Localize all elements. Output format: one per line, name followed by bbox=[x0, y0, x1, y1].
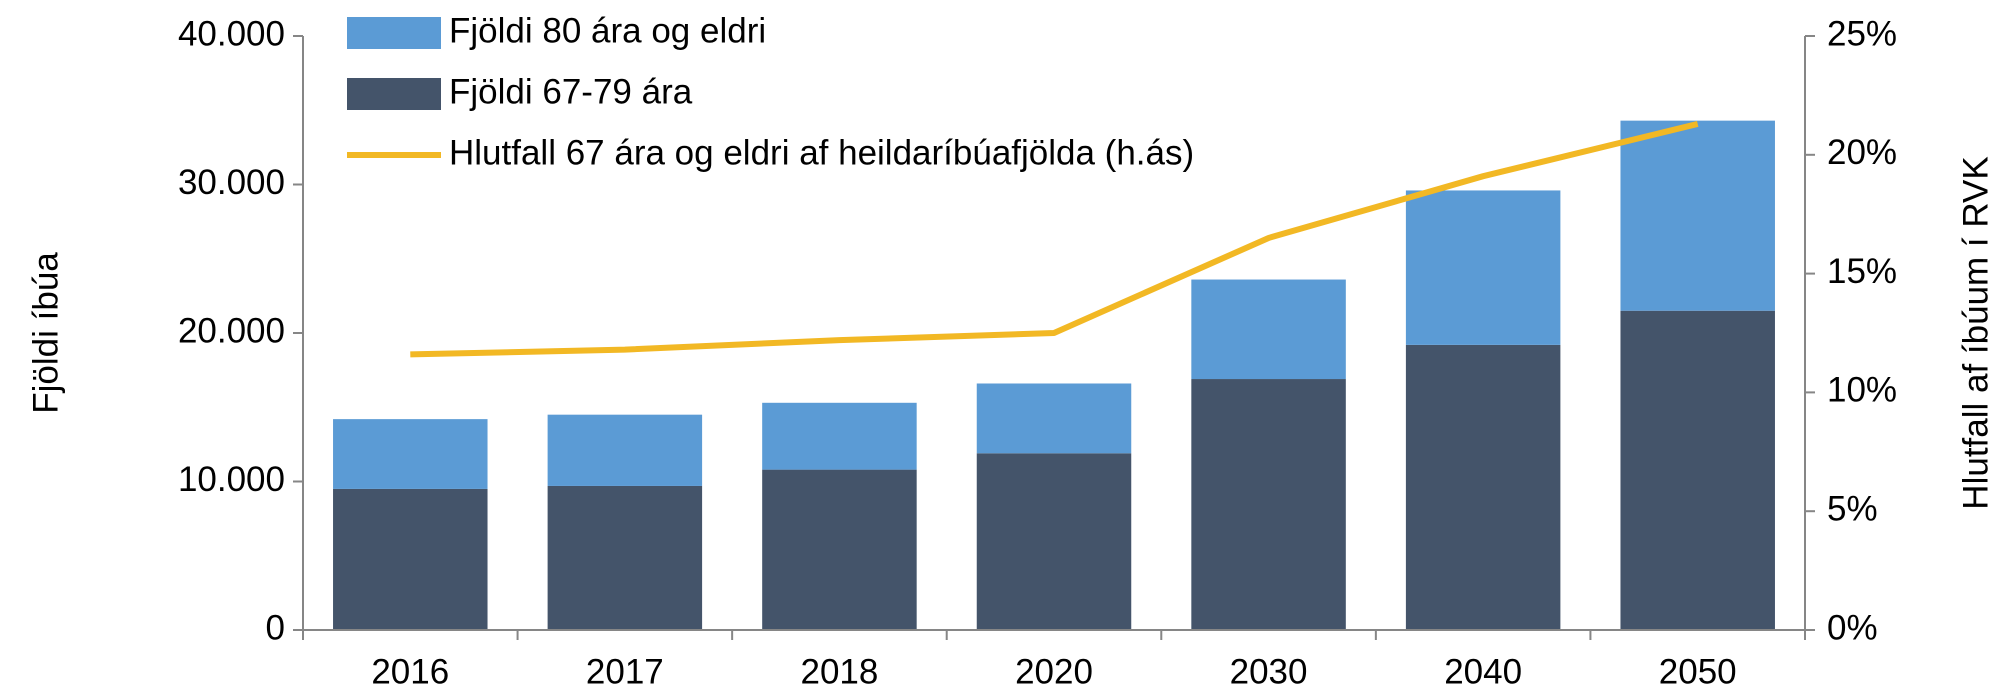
legend-label: Fjöldi 80 ára og eldri bbox=[449, 11, 766, 50]
bar bbox=[333, 488, 488, 630]
legend-label: Fjöldi 67-79 ára bbox=[449, 72, 693, 111]
bar bbox=[1191, 279, 1346, 380]
x-tick-label: 2020 bbox=[1015, 652, 1093, 691]
y2-axis-title: Hlutfall af íbúum í RVK bbox=[1956, 156, 1995, 509]
x-tick-label: 2016 bbox=[371, 652, 449, 691]
y2-tick-label: 15% bbox=[1827, 252, 1897, 291]
x-tick-label: 2018 bbox=[800, 652, 878, 691]
bar bbox=[762, 402, 917, 470]
legend-swatch bbox=[347, 78, 441, 110]
y-tick-label: 40.000 bbox=[178, 14, 285, 53]
y-tick-label: 30.000 bbox=[178, 163, 285, 202]
bar bbox=[762, 469, 917, 630]
x-tick-label: 2017 bbox=[586, 652, 664, 691]
y2-tick-label: 25% bbox=[1827, 14, 1897, 53]
y2-tick-label: 10% bbox=[1827, 371, 1897, 410]
bar bbox=[1405, 344, 1561, 630]
x-tick-label: 2030 bbox=[1230, 652, 1308, 691]
x-tick-label: 2050 bbox=[1659, 652, 1737, 691]
y-axis-title: Fjöldi íbúa bbox=[26, 252, 65, 414]
y-tick-label: 20.000 bbox=[178, 311, 285, 350]
y2-tick-label: 0% bbox=[1827, 608, 1878, 647]
bar bbox=[976, 453, 1132, 630]
bar bbox=[1405, 190, 1561, 345]
line bbox=[410, 120, 1699, 358]
bar bbox=[547, 414, 703, 486]
legend-swatch bbox=[347, 17, 441, 49]
bar bbox=[1620, 310, 1775, 630]
legend-label: Hlutfall 67 ára og eldri af heildaríbúaf… bbox=[449, 133, 1194, 172]
x-tick-label: 2040 bbox=[1444, 652, 1522, 691]
y2-tick-label: 5% bbox=[1827, 489, 1878, 528]
y2-tick-label: 20% bbox=[1827, 133, 1897, 172]
y-tick-label: 10.000 bbox=[178, 460, 285, 499]
y-tick-label: 0 bbox=[266, 608, 285, 647]
bar bbox=[547, 485, 703, 630]
bar bbox=[1620, 120, 1775, 311]
bar bbox=[1191, 379, 1346, 630]
bar bbox=[976, 383, 1132, 454]
bar bbox=[333, 419, 488, 489]
